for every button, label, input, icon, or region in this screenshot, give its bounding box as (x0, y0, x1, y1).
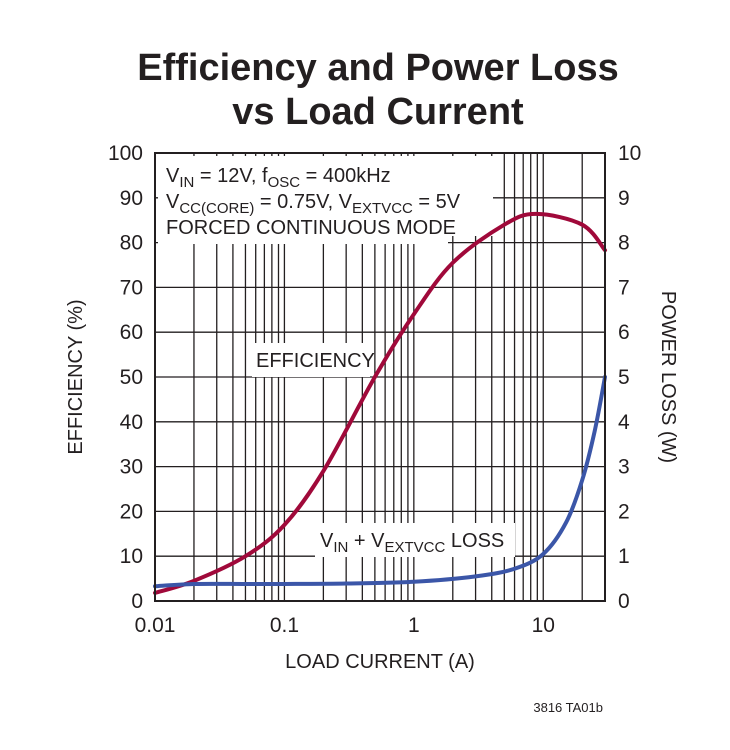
plot-frame (154, 152, 606, 602)
x-tick-label: 10 (532, 614, 555, 637)
annotation-mode: FORCED CONTINUOUS MODE (166, 217, 456, 239)
tick-labels: 0 10 20 30 40 50 60 70 80 90 100 0 1 2 3 4 5 6 7 8 9 10 0.01 0.… (108, 142, 641, 637)
annotation-backgrounds (158, 156, 515, 557)
y-tick-label: 90 (120, 187, 143, 210)
series-line-power-loss (153, 375, 607, 589)
y2-tick-label: 0 (618, 590, 630, 613)
x-tick-label: 0.1 (270, 614, 299, 637)
y2-tick-label: 1 (618, 545, 630, 568)
efficiency-label: EFFICIENCY (256, 350, 375, 372)
y2-tick-label: 10 (618, 142, 641, 165)
y2-tick-label: 4 (618, 411, 630, 434)
x-tick-label: 1 (408, 614, 420, 637)
y-tick-label: 20 (120, 500, 143, 523)
y-tick-label: 0 (131, 590, 143, 613)
series-line-efficiency (153, 211, 607, 595)
y-tick-label: 60 (120, 321, 143, 344)
annotation-vcc-vextvcc: VCC(CORE) = 0.75V, VEXTVCC = 5V (166, 191, 461, 217)
y2-tick-label: 8 (618, 232, 630, 255)
y2-tick-label: 3 (618, 456, 630, 479)
annotation-vin-fosc: VIN = 12V, fOSC = 400kHz (166, 165, 391, 191)
y2-axis-label: POWER LOSS (W) (657, 291, 679, 463)
chart-title-line-1: Efficiency and Power Loss (137, 47, 618, 89)
loss-label: VIN + VEXTVCC LOSS (320, 530, 504, 556)
chart-title-line-2: vs Load Current (232, 91, 524, 133)
y2-tick-label: 6 (618, 321, 630, 344)
y-tick-label: 30 (120, 456, 143, 479)
y-axis-label: EFFICIENCY (%) (65, 299, 87, 454)
x-tick-label: 0.01 (135, 614, 176, 637)
series (153, 211, 607, 595)
y2-tick-label: 5 (618, 366, 630, 389)
y-tick-label: 70 (120, 276, 143, 299)
y2-tick-label: 9 (618, 187, 630, 210)
y-tick-label: 50 (120, 366, 143, 389)
y-tick-label: 80 (120, 232, 143, 255)
footnote: 3816 TA01b (533, 700, 603, 715)
y-tick-label: 10 (120, 545, 143, 568)
y2-tick-label: 7 (618, 276, 630, 299)
y2-tick-label: 2 (618, 500, 630, 523)
y-tick-label: 100 (108, 142, 143, 165)
x-axis-label: LOAD CURRENT (A) (285, 651, 475, 673)
y-tick-label: 40 (120, 411, 143, 434)
